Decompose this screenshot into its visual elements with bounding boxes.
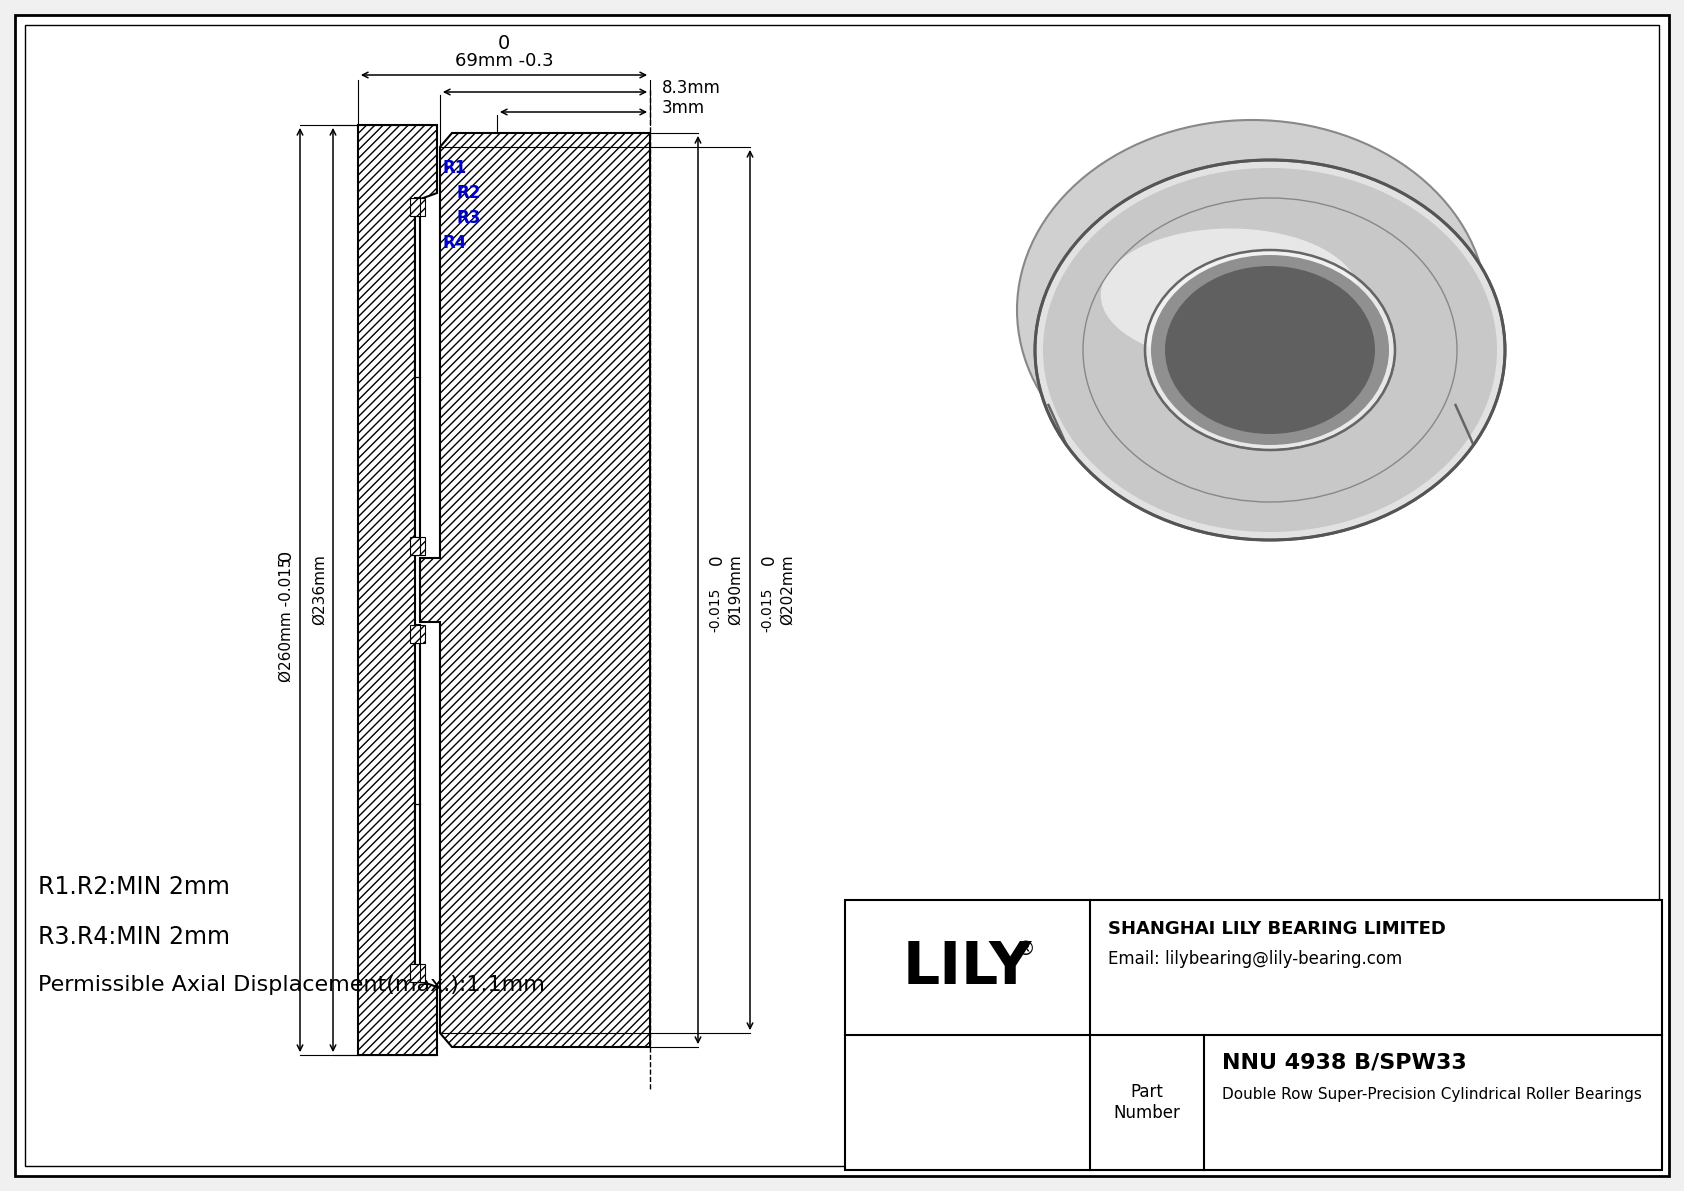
Text: 0: 0 (498, 35, 510, 54)
Ellipse shape (1101, 229, 1359, 362)
Ellipse shape (1127, 210, 1378, 410)
Ellipse shape (1036, 160, 1505, 540)
Polygon shape (419, 133, 650, 1047)
Bar (414, 964, 424, 983)
Ellipse shape (1150, 255, 1389, 445)
Text: 69mm -0.3: 69mm -0.3 (455, 52, 554, 70)
Bar (414, 198, 419, 555)
Text: NNU 4938 B/SPW33: NNU 4938 B/SPW33 (1223, 1053, 1467, 1073)
Ellipse shape (1017, 120, 1487, 500)
Polygon shape (359, 125, 438, 1055)
Text: LILY: LILY (903, 939, 1032, 996)
Bar (409, 198, 419, 216)
Text: R3.R4:MIN 2mm: R3.R4:MIN 2mm (39, 925, 231, 949)
Text: -0.015: -0.015 (759, 588, 775, 632)
Bar (414, 625, 424, 643)
Text: R4: R4 (443, 233, 468, 252)
Text: 3mm: 3mm (662, 99, 706, 117)
Text: SHANGHAI LILY BEARING LIMITED: SHANGHAI LILY BEARING LIMITED (1108, 919, 1447, 939)
Bar (409, 537, 419, 555)
Text: 0: 0 (759, 555, 778, 566)
Bar (414, 625, 419, 983)
Text: -0.015: -0.015 (707, 588, 722, 632)
Text: Permissible Axial Displacement(max.):1.1mm: Permissible Axial Displacement(max.):1.1… (39, 975, 546, 994)
Text: Part
Number: Part Number (1113, 1083, 1180, 1122)
Text: 0: 0 (707, 555, 726, 566)
Bar (414, 198, 424, 216)
Text: ®: ® (1015, 940, 1036, 959)
Text: 8.3mm: 8.3mm (662, 79, 721, 96)
Ellipse shape (1042, 168, 1497, 532)
Text: R1: R1 (443, 160, 466, 177)
Text: Double Row Super-Precision Cylindrical Roller Bearings: Double Row Super-Precision Cylindrical R… (1223, 1087, 1642, 1102)
Text: R1.R2:MIN 2mm: R1.R2:MIN 2mm (39, 875, 231, 899)
Ellipse shape (1145, 250, 1394, 450)
Text: R2: R2 (456, 183, 482, 202)
Ellipse shape (1165, 266, 1376, 434)
Text: R3: R3 (456, 208, 482, 227)
Text: Ø190mm: Ø190mm (727, 555, 743, 625)
Text: 0: 0 (276, 549, 295, 561)
Text: Ø202mm: Ø202mm (780, 555, 795, 625)
Text: Ø260mm -0.015: Ø260mm -0.015 (278, 557, 293, 682)
Bar (845, 900, 1662, 1170)
Text: Ø236mm: Ø236mm (312, 555, 327, 625)
Bar (414, 537, 424, 555)
Bar (409, 625, 419, 643)
Bar (409, 964, 419, 983)
Text: Email: lilybearing@lily-bearing.com: Email: lilybearing@lily-bearing.com (1108, 950, 1403, 968)
